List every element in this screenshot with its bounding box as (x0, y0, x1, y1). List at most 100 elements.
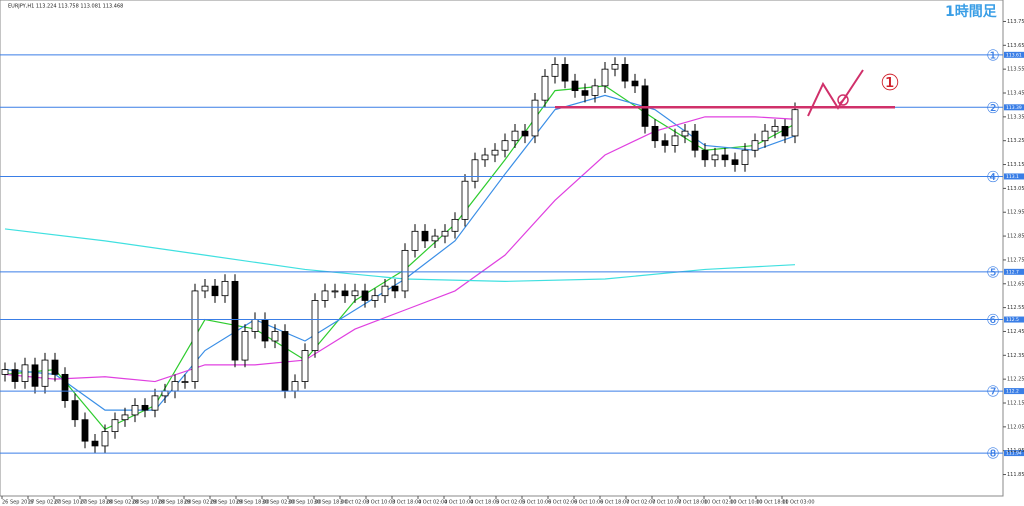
x-tick-label: 4 Oct 18:00 (470, 500, 499, 506)
candle-body (331, 290, 339, 293)
y-tick-label: 112.85 (1007, 234, 1024, 240)
candle-body (451, 218, 459, 232)
candle-body (511, 130, 519, 142)
candle-body (161, 390, 169, 397)
candle-body (261, 319, 269, 342)
candle-body (201, 285, 209, 292)
x-tick-label: 4 Oct 10:00 (444, 500, 473, 506)
level-label: ⑤ (986, 263, 999, 281)
y-tick-label: 113.45 (1007, 91, 1024, 97)
candle-body (151, 395, 159, 411)
price-tag-text: 113.39 (1006, 105, 1022, 111)
candle-body (521, 130, 529, 137)
price-tag-text: 112.5 (1006, 317, 1019, 323)
candle-layer (1, 57, 799, 454)
chart-title: EURJPY,H1 113.224 113.758 113.081 113.46… (8, 4, 123, 10)
x-tick-label: 27 Sep 02:00 (28, 500, 61, 506)
level-label: ⑧ (986, 445, 999, 463)
candle-body (321, 290, 329, 301)
level-label: ② (986, 99, 999, 117)
x-tick-label: 4 Oct 02:00 (418, 500, 447, 506)
x-tick-label: 29 Sep 10:00 (210, 500, 243, 506)
y-tick-label: 112.65 (1007, 281, 1024, 287)
candle-body (601, 68, 609, 87)
candle-body (111, 419, 119, 433)
candle-body (651, 125, 659, 142)
candle-body (441, 230, 449, 237)
scenario-arrow (807, 69, 864, 117)
x-tick-label: 29 Sep 02:00 (184, 500, 217, 506)
candle-body (741, 149, 749, 165)
candle-body (611, 63, 619, 70)
y-tick-label: 112.35 (1007, 353, 1024, 359)
candle-body (21, 364, 29, 382)
x-tick-label: 3 Oct 18:00 (392, 500, 421, 506)
x-tick-label: 6 Oct 10:00 (574, 500, 603, 506)
candle-body (661, 140, 669, 146)
candle-body (681, 130, 689, 137)
y-tick-label: 113.15 (1007, 162, 1024, 168)
y-tick-label: 113.25 (1007, 138, 1024, 144)
candle-body (231, 280, 239, 361)
x-tick-label: 10 Oct 10:00 (730, 500, 763, 506)
y-tick-label: 112.05 (1007, 424, 1024, 430)
scenario-circle (837, 94, 849, 106)
candle-body (11, 369, 19, 382)
x-tick-label: 27 Sep 18:00 (80, 500, 113, 506)
candle-body (581, 90, 589, 96)
candle-body (351, 290, 359, 297)
candle-body (561, 63, 569, 82)
candle-body (481, 154, 489, 161)
candle-body (711, 154, 719, 161)
price-tag (1004, 388, 1024, 395)
x-tick-label: 28 Sep 10:00 (132, 500, 165, 506)
candle-body (241, 331, 249, 361)
grid-layer (1, 20, 1006, 499)
y-tick-label: 113.35 (1007, 114, 1024, 120)
scenario-slash (838, 95, 848, 105)
x-tick-label: 6 Oct 02:00 (548, 500, 577, 506)
y-tick-label: 113.65 (1007, 43, 1024, 49)
y-tick-label: 112.45 (1007, 329, 1024, 335)
x-tick-label: 10 Oct 02:00 (704, 500, 737, 506)
y-tick-label: 112.55 (1007, 305, 1024, 311)
level-label: ⑥ (986, 311, 999, 329)
candle-body (471, 159, 479, 182)
candle-body (181, 381, 189, 383)
candle-body (631, 80, 639, 87)
candle-body (491, 149, 499, 156)
price-tag (1004, 268, 1024, 275)
candle-body (671, 135, 679, 146)
price-tag (1004, 104, 1024, 111)
candle-body (501, 140, 509, 151)
x-tick-label: 5 Oct 10:00 (522, 500, 551, 506)
x-tick-label: 30 Sep 18:00 (314, 500, 347, 506)
candle-body (91, 440, 99, 447)
candle-body (551, 63, 559, 77)
candle-body (591, 85, 599, 96)
x-tick-label: 30 Sep 10:00 (288, 500, 321, 506)
price-tag (1004, 51, 1024, 58)
candle-body (391, 285, 399, 292)
candle-body (401, 249, 409, 292)
price-tag-text: 113.61 (1006, 52, 1022, 58)
candle-body (51, 359, 59, 375)
candle-body (371, 295, 379, 301)
candle-body (781, 125, 789, 137)
candle-body (431, 235, 439, 242)
price-tag-text: 111.94 (1006, 451, 1022, 457)
x-tick-label: 3 Oct 10:00 (366, 500, 395, 506)
price-tag-text: 112.7 (1006, 269, 1019, 275)
x-tick-label: 3 Oct 02:00 (340, 500, 369, 506)
price-tag-text: 113.1 (1006, 174, 1019, 180)
candle-body (121, 414, 129, 421)
candle-body (731, 159, 739, 165)
candle-body (191, 290, 199, 382)
candle-body (81, 419, 89, 442)
candle-body (31, 364, 39, 387)
y-tick-label: 111.85 (1007, 472, 1024, 478)
candle-body (101, 431, 109, 447)
x-tick-label: 28 Sep 02:00 (106, 500, 139, 506)
candle-body (701, 149, 709, 161)
